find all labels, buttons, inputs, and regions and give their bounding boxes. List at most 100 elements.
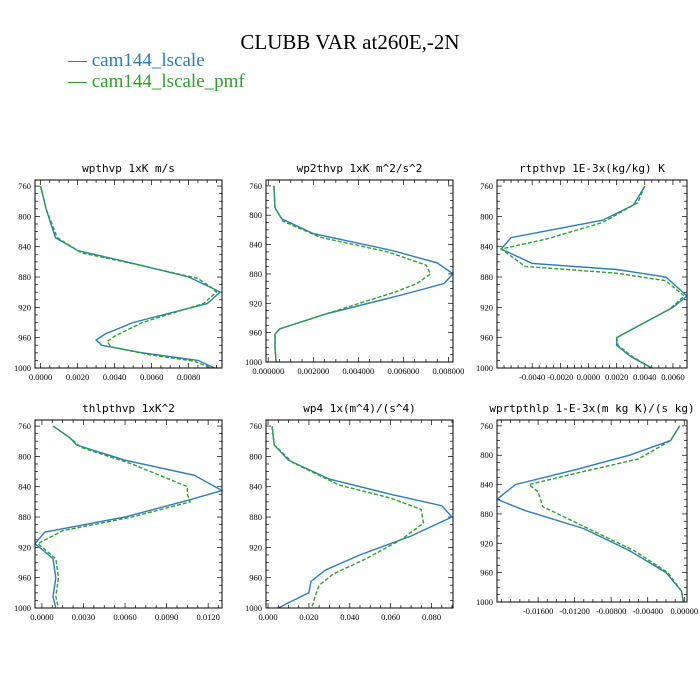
x-tick-label: 0.060 [381,612,400,622]
y-tick-label: 920 [480,302,493,312]
y-tick-label: 960 [18,333,31,343]
series-line-lscale-pmf [271,426,425,608]
x-tick-label: 0.0030 [72,612,95,622]
y-tick-label: 960 [249,573,262,583]
panel-6: wprtpthlp 1-E-3x(m kg K)/(s kg) 760 800 840… [476,402,698,616]
x-tick-label: 0.004000 [342,366,374,376]
y-tick-label: 760 [18,421,31,431]
x-tick-label: 0.020 [299,612,318,622]
x-tick-label: 0.080 [422,612,441,622]
y-tick-label: 800 [249,210,262,220]
x-tick-label: 0.000000 [252,366,284,376]
y-tick-label: 880 [480,509,493,519]
series-line-lscale [271,426,453,608]
y-tick-label: 920 [18,302,31,312]
series-line-lscale [273,185,453,362]
series-line-lscale-pmf [527,425,684,602]
series-line-lscale-pmf [273,185,432,362]
y-tick-label: 840 [249,240,262,250]
panel-5: wp4 1x(m^4)/(s^4)76080084088092096010000… [245,402,454,622]
panel-title: wp2thvp 1xK m^2/s^2 [297,162,423,175]
y-tick-label: 800 [18,211,31,221]
x-tick-label: 0.0020 [66,372,89,382]
y-tick-label: 960 [18,573,31,583]
series-line-lscale-pmf [39,185,218,368]
y-tick-label: 840 [480,242,493,252]
series-line-lscale [500,185,687,368]
y-tick-label: 840 [480,480,493,490]
y-tick-label: 760 [480,421,493,431]
y-tick-label: 760 [18,181,31,191]
x-tick-label: -0.00400 [632,606,662,616]
x-tick-label: 0.008000 [433,366,465,376]
plot-frame [496,179,688,369]
y-tick-label: 920 [18,542,31,552]
y-tick-label: 880 [18,272,31,282]
y-tick-label: 800 [18,451,31,461]
plot-frame [265,179,454,363]
y-tick-label: 920 [249,298,262,308]
legend-entry-lscale: — cam144_lscale [68,50,205,71]
y-tick-label: 840 [18,242,31,252]
y-tick-label: 880 [480,272,493,282]
x-tick-label: 0.0040 [103,372,126,382]
y-tick-label: 880 [18,512,31,522]
y-tick-label: 760 [480,181,493,191]
x-tick-label: -0.00800 [596,606,626,616]
y-tick-label: 880 [249,512,262,522]
panel-title: wpthvp 1xK m/s [82,162,175,175]
x-tick-label: 0.0040 [633,372,656,382]
y-tick-label: 840 [249,482,262,492]
x-tick-label: -0.0020 [547,372,573,382]
x-tick-label: 0.0000 [577,372,600,382]
panel-1: wpthvp 1xK m/s76080084088092096010000.00… [14,162,223,382]
y-tick-label: 1000 [14,603,31,613]
x-tick-label: -0.01600 [523,606,553,616]
x-tick-label: 0.0060 [140,372,163,382]
panel-2: wp2thvp 1xK m^2/s^2 760 800 840 880 920 960 100… [245,162,464,376]
y-tick-label: 880 [249,269,262,279]
x-tick-label: -0.01200 [559,606,589,616]
plot-frame [34,179,223,369]
y-tick-label: 960 [480,333,493,343]
panel-4: thlpthvp 1xK^276080084088092096010000.00… [14,402,223,622]
x-tick-label: 0.006000 [387,366,419,376]
panel-title: wp4 1x(m^4)/(s^4) [303,402,416,415]
y-tick-label: 760 [249,181,262,191]
x-tick-label: 0.00000 [670,606,698,616]
series-line-lscale [39,185,222,368]
x-tick-label: 0.0060 [113,612,136,622]
x-tick-label: 0.0060 [661,372,684,382]
plot-frame [34,419,223,609]
x-tick-label: 0.0000 [30,612,53,622]
y-tick-label: 800 [480,211,493,221]
y-tick-label: 1000 [476,363,493,373]
x-tick-label: 0.002000 [297,366,329,376]
x-tick-label: 0.0120 [196,612,219,622]
x-tick-label: 0.0020 [605,372,628,382]
plot-frame [496,419,688,603]
y-tick-label: 960 [480,568,493,578]
series-line-lscale [35,425,222,608]
plot-frame [265,419,454,609]
series-line-lscale-pmf [36,425,192,608]
y-tick-label: 1000 [245,603,262,613]
panel-title: wprtpthlp 1-E-3x(m kg K)/(s kg) [489,402,694,415]
figure-title: CLUBB VAR at260E,-2N [240,30,460,54]
x-tick-label: 0.0000 [29,372,52,382]
y-tick-label: 1000 [14,363,31,373]
x-tick-label: 0.000 [258,612,277,622]
y-tick-label: 920 [480,538,493,548]
panel-3: rtpthvp 1E-3x(kg/kg) K 760 800 840 880 920 960… [476,162,688,382]
y-tick-label: 760 [249,421,262,431]
x-tick-label: 0.040 [340,612,359,622]
y-tick-label: 920 [249,542,262,552]
y-tick-label: 960 [249,328,262,338]
series-line-lscale [497,425,684,602]
y-tick-label: 1000 [245,357,262,367]
y-tick-label: 1000 [476,597,493,607]
y-tick-label: 800 [249,451,262,461]
y-tick-label: 840 [18,482,31,492]
legend-entry-lscale-pmf: — cam144_lscale_pmf [68,71,245,92]
